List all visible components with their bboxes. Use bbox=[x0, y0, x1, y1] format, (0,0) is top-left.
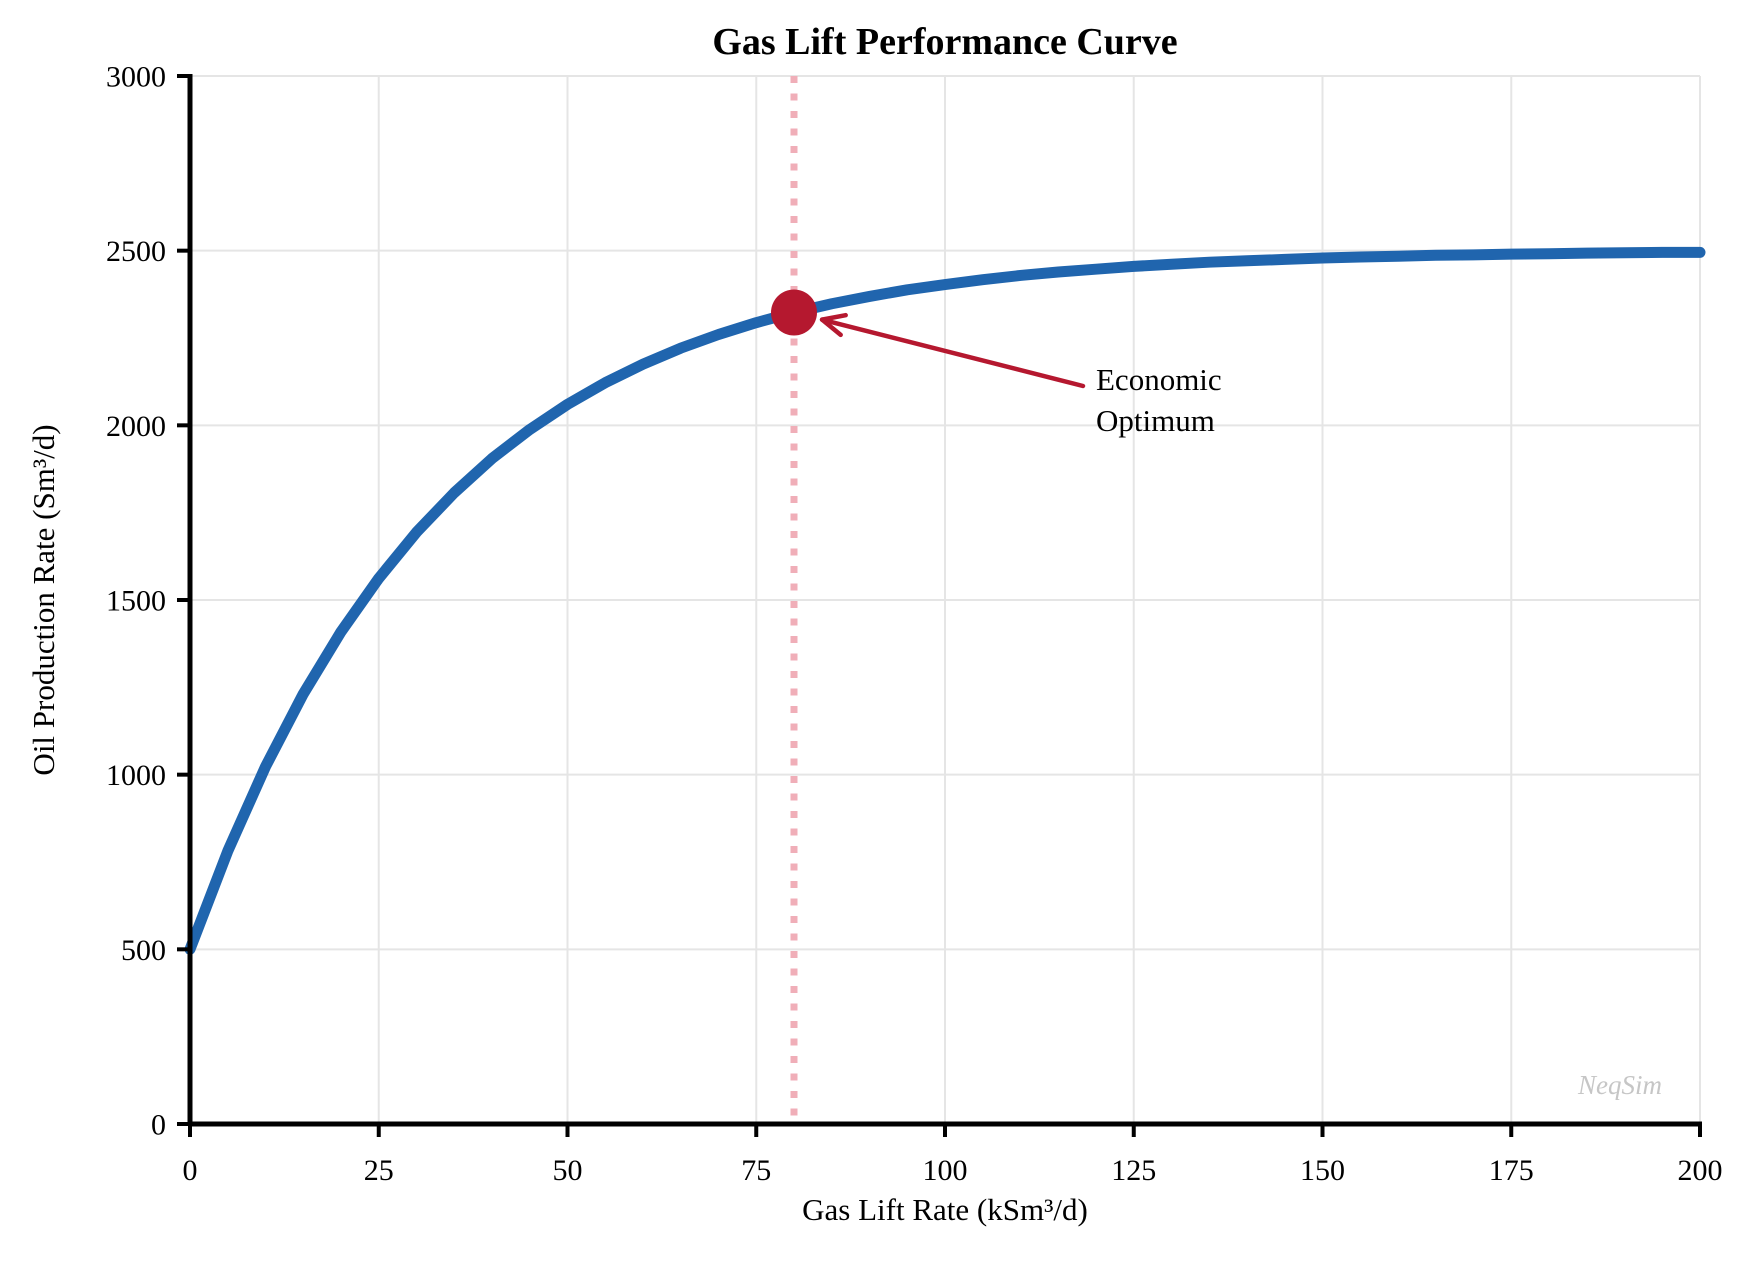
performance-curve bbox=[184, 246, 1706, 955]
x-tick-label: 200 bbox=[1678, 1154, 1723, 1187]
watermark: NeqSim bbox=[1578, 1070, 1662, 1100]
annotation-arrow bbox=[819, 317, 1086, 389]
x-tick-label: 100 bbox=[923, 1154, 968, 1187]
y-tick-label: 500 bbox=[121, 934, 166, 967]
y-axis-label: Oil Production Rate (Sm³/d) bbox=[26, 424, 61, 776]
economic-optimum-marker bbox=[771, 289, 817, 336]
y-tick-label: 1000 bbox=[106, 759, 166, 792]
arrowhead-barb bbox=[819, 312, 848, 322]
y-tick-label: 3000 bbox=[106, 61, 166, 94]
y-tick-label: 2500 bbox=[106, 235, 166, 268]
y-tick-label: 1500 bbox=[106, 585, 166, 618]
x-tick-label: 25 bbox=[364, 1154, 394, 1187]
x-tick-label: 0 bbox=[183, 1154, 198, 1187]
y-tick-label: 0 bbox=[151, 1109, 166, 1142]
x-tick-label: 150 bbox=[1300, 1154, 1345, 1187]
chart-title: Gas Lift Performance Curve bbox=[712, 21, 1178, 63]
x-tick-label: 50 bbox=[553, 1154, 583, 1187]
x-tick-label: 125 bbox=[1111, 1154, 1156, 1187]
y-tick-label: 2000 bbox=[106, 410, 166, 443]
arrowhead-barb bbox=[819, 317, 843, 338]
x-axis-label: Gas Lift Rate (kSm³/d) bbox=[802, 1192, 1088, 1227]
x-tick-label: 75 bbox=[741, 1154, 771, 1187]
annotation-economic-optimum: Economic Optimum bbox=[1096, 362, 1222, 438]
x-tick-label: 175 bbox=[1489, 1154, 1534, 1187]
